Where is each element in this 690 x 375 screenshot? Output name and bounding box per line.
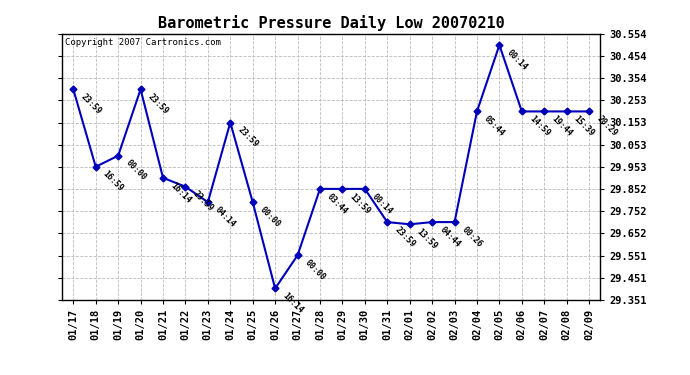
- Text: 23:59: 23:59: [191, 189, 215, 213]
- Text: 05:44: 05:44: [482, 114, 506, 138]
- Text: 23:59: 23:59: [79, 92, 103, 116]
- Text: 04:44: 04:44: [437, 225, 462, 249]
- Title: Barometric Pressure Daily Low 20070210: Barometric Pressure Daily Low 20070210: [158, 15, 504, 31]
- Text: 19:44: 19:44: [550, 114, 574, 138]
- Text: 16:59: 16:59: [101, 170, 126, 194]
- Text: 20:29: 20:29: [595, 114, 619, 138]
- Text: Copyright 2007 Cartronics.com: Copyright 2007 Cartronics.com: [65, 38, 221, 47]
- Text: 00:00: 00:00: [258, 205, 282, 229]
- Text: 03:44: 03:44: [326, 192, 350, 216]
- Text: 13:59: 13:59: [348, 192, 372, 216]
- Text: 14:59: 14:59: [527, 114, 551, 138]
- Text: 00:00: 00:00: [124, 159, 148, 183]
- Text: 23:59: 23:59: [393, 225, 417, 249]
- Text: 23:59: 23:59: [146, 92, 170, 116]
- Text: 04:14: 04:14: [213, 205, 237, 229]
- Text: 00:14: 00:14: [505, 48, 529, 72]
- Text: 13:59: 13:59: [415, 227, 440, 251]
- Text: 00:00: 00:00: [303, 258, 327, 282]
- Text: 23:59: 23:59: [236, 125, 260, 149]
- Text: 16:14: 16:14: [168, 181, 193, 205]
- Text: 00:26: 00:26: [460, 225, 484, 249]
- Text: 16:14: 16:14: [281, 291, 305, 315]
- Text: 15:39: 15:39: [572, 114, 596, 138]
- Text: 00:14: 00:14: [371, 192, 395, 216]
